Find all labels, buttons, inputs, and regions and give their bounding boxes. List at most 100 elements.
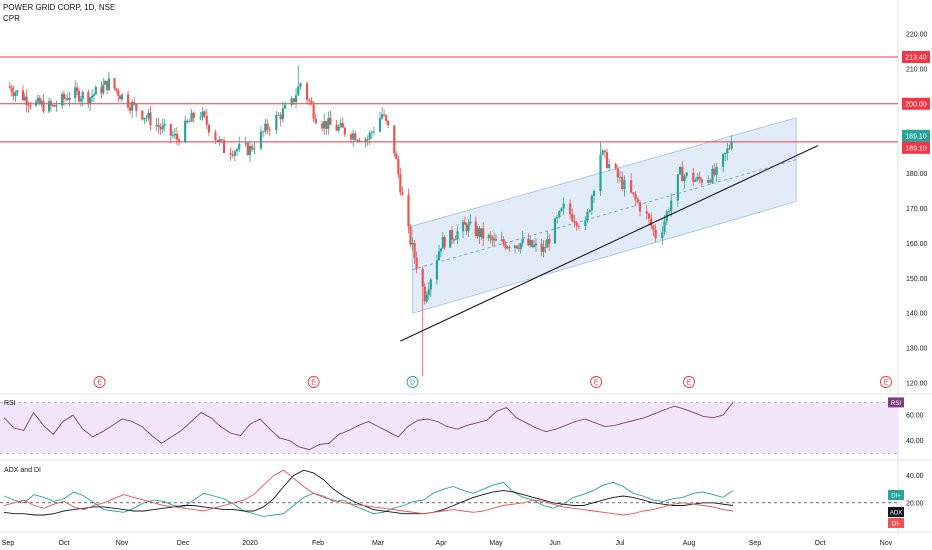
trendline [400,145,819,342]
candle-body [645,211,648,214]
candle-body [356,140,359,141]
candle-body [133,102,136,105]
candle [155,118,158,131]
candle-body [266,123,269,130]
candle [42,94,45,114]
candle-body [231,154,234,156]
candle [636,197,639,204]
candle [487,233,490,241]
candle-body [55,105,58,107]
candle [305,81,309,104]
dividend-marker[interactable]: D [406,376,419,388]
candle [251,143,254,153]
earnings-marker[interactable]: E [307,376,320,388]
earnings-marker[interactable]: E [683,376,695,388]
candle [131,99,134,118]
earnings-marker[interactable]: E [880,376,892,388]
candle-body [149,112,152,126]
candle-body [366,139,369,141]
candle [266,119,269,135]
candle-body [163,123,166,126]
candle-body [456,231,459,240]
candle [540,238,543,257]
candle [494,234,498,242]
candle [8,82,11,89]
candle-body [632,192,635,195]
candle [425,290,428,304]
candle [443,235,446,250]
candle-body [605,152,609,168]
candle [188,119,191,123]
adx-label-text: DI+ [891,494,901,500]
event-circle [307,376,320,388]
candle [654,224,657,243]
candle [529,236,532,248]
candle-body [592,190,596,196]
candle [203,110,206,119]
candle-body [630,180,633,193]
rsi-y-tick-label: 40.00 [906,438,924,445]
candle [308,98,311,106]
candle-body [577,225,580,227]
candle-body [461,222,465,232]
candle-body [647,213,651,219]
x-tick-label: 2020 [242,540,258,547]
candle-body [450,230,454,240]
y-tick-label: 170.00 [906,206,928,213]
candle [310,97,313,106]
x-tick-label: Feb [312,540,324,547]
candle-body [385,115,388,121]
candle [220,138,224,144]
candle-body [553,218,557,244]
candle-body [387,120,390,126]
candle-body [12,92,15,96]
candle [450,225,454,245]
candle [343,126,346,138]
candle-body [441,237,444,249]
candle [87,89,90,108]
adx-y-tick-label: 40.00 [906,473,924,480]
candle-body [203,111,206,116]
candle-body [678,166,682,175]
candle [397,155,400,179]
candle-body [429,279,432,290]
candle [393,125,396,157]
candle [681,160,684,182]
candle [248,141,252,163]
candle [325,121,328,136]
candle [339,118,342,128]
candle-body [281,108,285,120]
candle [186,119,189,124]
candle [47,97,51,114]
candle-body [423,286,426,302]
candle-body [531,240,534,247]
candle [40,98,43,107]
candle [441,231,444,249]
candle [452,237,455,244]
candle [586,209,589,223]
candle-body [397,159,400,175]
candle [207,123,211,137]
earnings-marker[interactable]: E [93,376,106,388]
candle-body [437,251,441,261]
candle-body [192,112,195,118]
candle [27,101,30,113]
candle-body [77,90,81,102]
price-label-bg [902,141,930,154]
candle [588,209,591,214]
candle [696,173,699,182]
candle-body [421,268,424,287]
event-label: E [594,380,599,387]
candle [454,235,457,241]
x-tick-label: Aug [683,540,696,547]
candle [382,108,386,117]
earnings-marker[interactable]: E [590,376,603,388]
candle [34,99,38,107]
y-tick-label: 120.00 [906,381,928,388]
candle [614,162,617,170]
candle-body [248,146,252,155]
candle [504,241,507,251]
candle [364,136,367,148]
candle-body [599,154,602,191]
